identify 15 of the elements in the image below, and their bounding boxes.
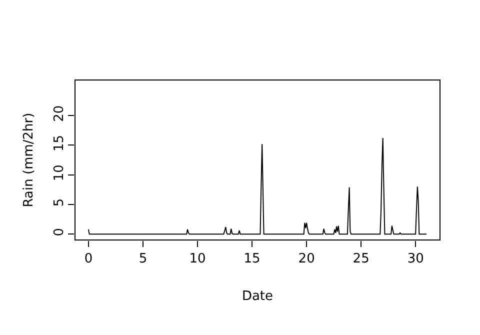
y-tick-label: 10: [52, 164, 67, 182]
x-tick-label: 25: [352, 252, 370, 267]
y-tick-label: 0: [52, 228, 67, 236]
x-tick-label: 0: [84, 252, 93, 267]
line-series: [88, 138, 427, 235]
y-tick-label: 15: [52, 134, 67, 152]
x-tick-label: 15: [244, 252, 260, 267]
x-tick-label: 5: [138, 252, 148, 267]
y-axis-title: Rain (mm/2hr): [22, 112, 37, 208]
x-axis-title: Date: [242, 289, 274, 304]
y-tick-label: 5: [52, 198, 67, 207]
x-tick-label: 30: [407, 252, 424, 267]
x-tick-label: 20: [298, 252, 315, 267]
x-tick-label: 10: [189, 252, 206, 267]
y-tick-label: 20: [52, 105, 67, 122]
